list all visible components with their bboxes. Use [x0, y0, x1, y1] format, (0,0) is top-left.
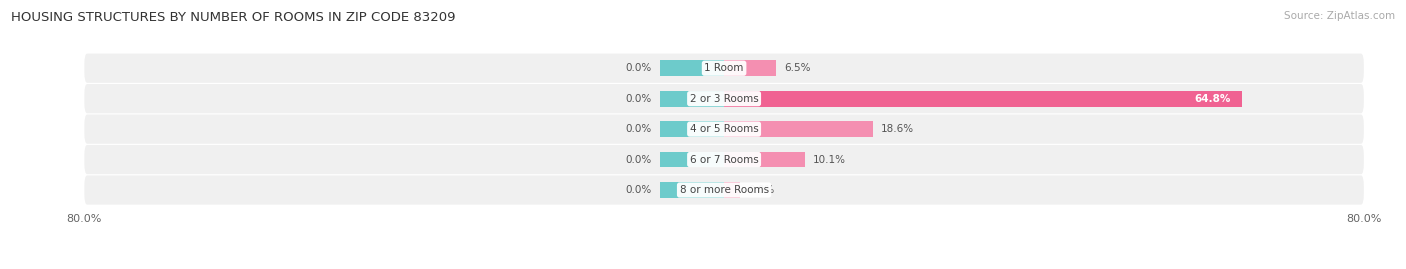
FancyBboxPatch shape — [84, 54, 1364, 83]
Bar — [724, 182, 740, 198]
Text: 6 or 7 Rooms: 6 or 7 Rooms — [690, 155, 758, 165]
Bar — [661, 60, 724, 76]
Text: 10.1%: 10.1% — [813, 155, 846, 165]
Text: 0.0%: 0.0% — [626, 124, 652, 134]
Text: 8 or more Rooms: 8 or more Rooms — [679, 185, 769, 195]
Bar — [724, 60, 776, 76]
Text: 1 Room: 1 Room — [704, 63, 744, 73]
Text: 18.6%: 18.6% — [880, 124, 914, 134]
FancyBboxPatch shape — [84, 145, 1364, 174]
Bar — [724, 121, 873, 137]
Bar — [661, 182, 724, 198]
Text: HOUSING STRUCTURES BY NUMBER OF ROOMS IN ZIP CODE 83209: HOUSING STRUCTURES BY NUMBER OF ROOMS IN… — [11, 11, 456, 24]
FancyBboxPatch shape — [84, 84, 1364, 113]
Bar — [661, 152, 724, 168]
Bar — [724, 91, 1243, 107]
Text: 0.0%: 0.0% — [748, 185, 775, 195]
Bar — [661, 121, 724, 137]
Text: Source: ZipAtlas.com: Source: ZipAtlas.com — [1284, 11, 1395, 21]
Text: 0.0%: 0.0% — [626, 155, 652, 165]
FancyBboxPatch shape — [84, 115, 1364, 144]
Bar — [724, 152, 804, 168]
Bar — [661, 91, 724, 107]
Text: 64.8%: 64.8% — [1194, 94, 1230, 104]
Text: 6.5%: 6.5% — [785, 63, 811, 73]
Text: 2 or 3 Rooms: 2 or 3 Rooms — [690, 94, 758, 104]
Text: 0.0%: 0.0% — [626, 63, 652, 73]
Text: 0.0%: 0.0% — [626, 94, 652, 104]
Text: 4 or 5 Rooms: 4 or 5 Rooms — [690, 124, 758, 134]
FancyBboxPatch shape — [84, 175, 1364, 205]
Text: 0.0%: 0.0% — [626, 185, 652, 195]
